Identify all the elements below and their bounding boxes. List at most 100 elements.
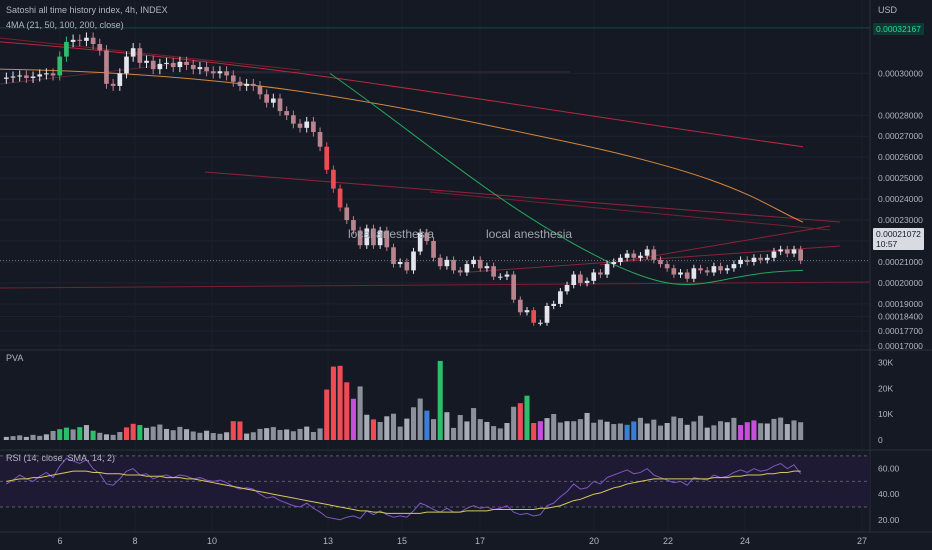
price-tick-label: 0.00030000 bbox=[878, 68, 923, 78]
candle-body bbox=[157, 63, 163, 70]
volume-bar bbox=[150, 426, 156, 440]
candle-body bbox=[337, 188, 343, 208]
rsi-legend[interactable]: RSI (14, close, SMA, 14, 2) bbox=[6, 453, 116, 463]
candle-body bbox=[297, 123, 303, 128]
volume-bar bbox=[417, 398, 423, 440]
moving-averages bbox=[0, 41, 804, 285]
candle-body bbox=[10, 76, 16, 78]
candle-body bbox=[764, 257, 770, 260]
volume-bar bbox=[758, 423, 764, 440]
last-price-tag: 0.00021072 10:57 bbox=[873, 228, 924, 250]
volume-bar bbox=[738, 425, 744, 440]
candle-body bbox=[598, 272, 603, 275]
candle-body bbox=[678, 272, 683, 275]
candle-body bbox=[384, 230, 390, 248]
candle-body bbox=[150, 60, 156, 70]
candle-body bbox=[517, 299, 523, 313]
trend-lines bbox=[0, 37, 871, 289]
candle-body bbox=[311, 121, 316, 133]
candle-body bbox=[204, 67, 209, 72]
volume-bar bbox=[451, 427, 457, 440]
price-tick-label: 0.00017000 bbox=[878, 341, 923, 351]
time-tick-label: 8 bbox=[132, 536, 137, 546]
volume-bar bbox=[691, 421, 697, 440]
candle-body bbox=[164, 62, 169, 64]
candle-body bbox=[664, 264, 670, 269]
volume-bar bbox=[237, 421, 243, 440]
time-axis[interactable]: 6 8 10 13 15 17 20 22 24 27 bbox=[57, 536, 867, 546]
rsi-ma-line bbox=[6, 470, 801, 514]
trend-line bbox=[0, 281, 871, 289]
volume-bar bbox=[270, 427, 276, 440]
candle-body bbox=[444, 259, 450, 267]
volume-bar bbox=[524, 395, 530, 440]
volume-bar bbox=[444, 412, 450, 440]
volume-bar bbox=[77, 427, 83, 440]
volume-bar bbox=[37, 435, 43, 440]
volume-bar bbox=[117, 432, 123, 440]
candle-body bbox=[431, 241, 436, 258]
volume-bar bbox=[557, 422, 563, 440]
volume-bar bbox=[744, 422, 750, 440]
candle-body bbox=[704, 270, 710, 273]
candles[interactable] bbox=[4, 32, 803, 326]
price-tick-label: 0.00023000 bbox=[878, 215, 923, 225]
volume-bar bbox=[504, 423, 510, 440]
candle-body bbox=[224, 71, 229, 76]
candle-body bbox=[197, 67, 203, 70]
candle-body bbox=[477, 259, 483, 269]
volume-bar bbox=[718, 421, 724, 440]
candle-body bbox=[451, 259, 456, 271]
candle-body bbox=[558, 291, 563, 304]
candle-body bbox=[424, 232, 430, 242]
candle-body bbox=[791, 249, 797, 254]
time-tick-label: 10 bbox=[207, 536, 217, 546]
candle-body bbox=[264, 94, 269, 103]
volume-bar bbox=[764, 423, 770, 440]
candle-body bbox=[190, 64, 196, 70]
volume-bar bbox=[364, 414, 370, 440]
volume-bar bbox=[410, 407, 417, 440]
candle-body bbox=[511, 274, 516, 300]
price-tick-label: 0.00028000 bbox=[878, 110, 923, 120]
volume-bar bbox=[277, 429, 283, 440]
trend-line bbox=[429, 191, 831, 231]
annotation-text[interactable]: local anesthesia bbox=[486, 227, 573, 241]
time-tick-label: 20 bbox=[589, 536, 599, 546]
price-tick-label: 0.00020000 bbox=[878, 278, 923, 288]
candle-body bbox=[711, 266, 717, 273]
volume-bar bbox=[90, 430, 96, 440]
volume-bars[interactable]: 0 10K 20K 30K bbox=[3, 358, 894, 445]
time-tick-label: 15 bbox=[397, 536, 407, 546]
annotation-text[interactable]: local anesthesia bbox=[348, 227, 435, 241]
candle-body bbox=[464, 264, 470, 273]
candle-body bbox=[784, 249, 790, 254]
volume-bar bbox=[23, 436, 29, 440]
ma-indicator-legend[interactable]: 4MA (21, 50, 100, 200, close) bbox=[6, 20, 124, 30]
symbol-title[interactable]: Satoshi all time history index, 4h, INDE… bbox=[6, 5, 168, 15]
volume-bar bbox=[651, 419, 657, 440]
volume-bar bbox=[110, 434, 116, 440]
candle-body bbox=[84, 37, 89, 41]
grid bbox=[0, 0, 932, 533]
price-axis[interactable]: 0.00017000 0.00017700 0.00018400 0.00019000… bbox=[878, 68, 923, 350]
candle-body bbox=[137, 48, 143, 63]
volume-bar bbox=[637, 417, 643, 440]
volume-bar bbox=[617, 423, 623, 440]
volume-bar bbox=[290, 431, 296, 440]
volume-bar bbox=[577, 419, 583, 440]
rsi-pane[interactable]: 20.00 40.00 60.00 bbox=[0, 455, 900, 525]
candle-body bbox=[144, 60, 149, 63]
bar-countdown: 10:57 bbox=[876, 239, 898, 249]
volume-bar bbox=[624, 424, 630, 440]
candle-body bbox=[331, 169, 336, 189]
rsi-tick-label: 40.00 bbox=[878, 489, 900, 499]
volume-legend[interactable]: PVA bbox=[6, 353, 24, 363]
volume-bar bbox=[684, 424, 690, 440]
volume-bar bbox=[63, 427, 69, 440]
candle-body bbox=[184, 61, 189, 65]
volume-bar bbox=[771, 418, 777, 440]
volume-bar bbox=[377, 421, 383, 440]
candle-body bbox=[631, 253, 637, 258]
